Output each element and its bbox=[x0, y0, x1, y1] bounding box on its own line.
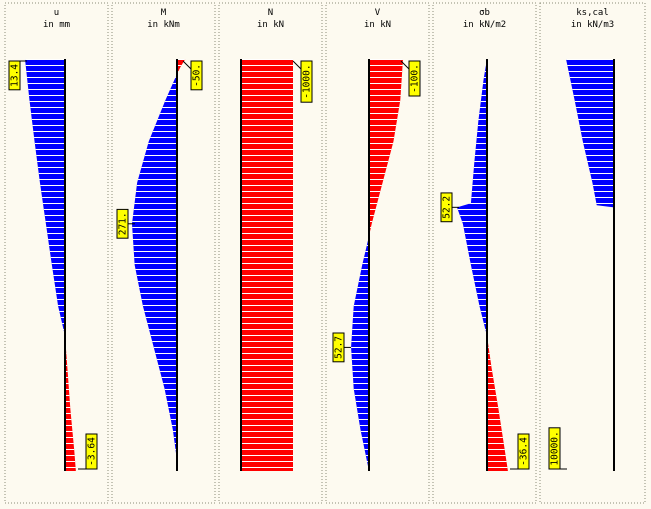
value-label: 10000. bbox=[550, 431, 561, 465]
area-hatch bbox=[566, 59, 614, 208]
value-label: -100. bbox=[410, 64, 421, 93]
panel-border bbox=[432, 2, 537, 504]
panel-3: Vin kN -100. 52.7 bbox=[325, 2, 430, 504]
chart-title: u bbox=[54, 8, 59, 18]
chart-title: ks,cal bbox=[576, 8, 609, 18]
marker-leader bbox=[292, 60, 302, 70]
area-hatch bbox=[487, 335, 508, 471]
panel-5: ks,cal in kN/m3 10000. bbox=[539, 2, 646, 504]
chart-unit: in kNm bbox=[147, 20, 180, 30]
panel-border bbox=[218, 2, 323, 504]
chart-title: N bbox=[268, 8, 273, 18]
panel-1: Min kNm -50. 271. bbox=[111, 2, 216, 504]
value-label: 13.4 bbox=[10, 64, 21, 87]
value-label: -36.4 bbox=[519, 437, 530, 466]
panel-border bbox=[539, 2, 646, 504]
value-label: 52.2 bbox=[442, 196, 453, 219]
chart-title: M bbox=[161, 8, 167, 18]
value-label: 271. bbox=[118, 212, 129, 235]
panel-border bbox=[4, 2, 109, 504]
value-label: -50. bbox=[192, 64, 203, 87]
panel-border bbox=[325, 2, 430, 504]
chart-unit: in kN bbox=[364, 20, 391, 30]
value-label-box bbox=[85, 433, 98, 470]
value-label: 52.7 bbox=[334, 336, 345, 359]
value-label-box bbox=[440, 192, 453, 223]
chart-unit: in kN/m2 bbox=[463, 20, 506, 30]
chart-title: σb bbox=[479, 8, 490, 18]
area-hatch bbox=[351, 236, 369, 471]
chart-unit: in kN/m3 bbox=[571, 20, 614, 30]
panel-border bbox=[111, 2, 216, 504]
panel-2: Nin kN -1000. bbox=[218, 2, 323, 504]
area-hatch bbox=[65, 335, 76, 471]
marker-leader bbox=[182, 60, 192, 70]
value-label-box bbox=[8, 60, 21, 91]
panel-0: u in mm 13.4 -3.64 bbox=[4, 2, 109, 504]
area-hatch bbox=[241, 59, 293, 471]
chart-unit: in kN bbox=[257, 20, 284, 30]
value-label-box bbox=[300, 60, 313, 103]
area-hatch bbox=[177, 59, 186, 75]
area-hatch bbox=[457, 59, 487, 336]
value-label-box bbox=[190, 60, 203, 91]
marker-leader bbox=[400, 60, 410, 70]
area-hatch bbox=[132, 74, 177, 471]
value-label-box bbox=[548, 427, 561, 470]
chart-unit: in mm bbox=[43, 20, 70, 30]
value-label: -3.64 bbox=[87, 437, 98, 466]
chart-title: V bbox=[375, 8, 381, 18]
value-label: -1000. bbox=[302, 64, 313, 98]
area-hatch bbox=[25, 59, 65, 336]
value-label-box bbox=[517, 433, 530, 470]
value-label-box bbox=[408, 60, 421, 97]
value-label-box bbox=[332, 332, 345, 363]
value-label-box bbox=[116, 208, 129, 239]
area-hatch bbox=[369, 59, 403, 237]
panel-4: σb in kN/m2 52.2 -36.4 bbox=[432, 2, 537, 504]
